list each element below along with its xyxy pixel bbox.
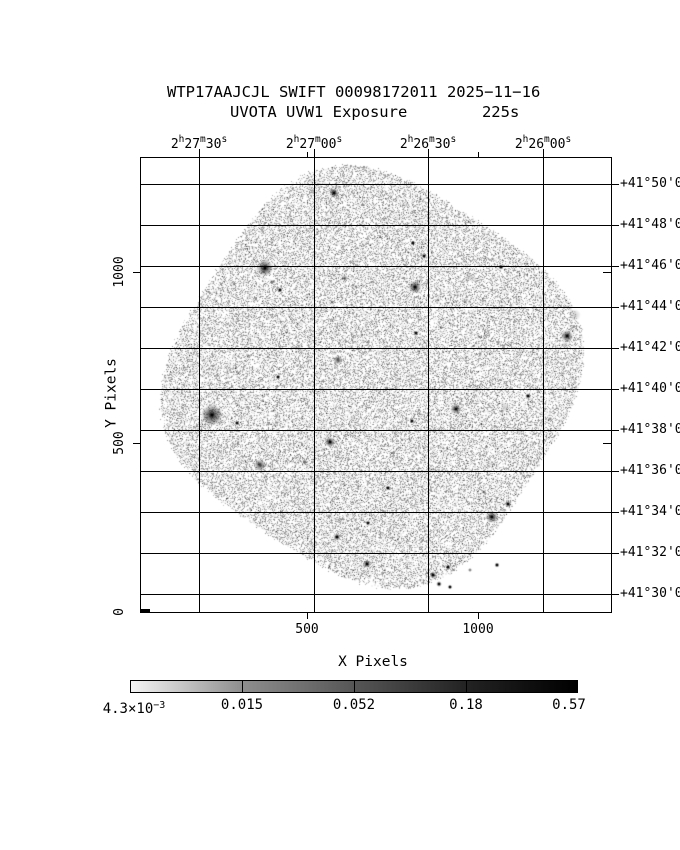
ra-tick-label: 2h26m00s: [515, 133, 571, 152]
dec-tick: [611, 184, 619, 185]
dec-tick: [611, 225, 619, 226]
ra-unit: m: [315, 134, 321, 145]
x-tick-label: 500: [295, 622, 319, 637]
ra-value: 00: [549, 137, 566, 152]
dec-tick: [611, 389, 619, 390]
dec-tick: [611, 471, 619, 472]
exposure-image: [141, 158, 611, 612]
ra-tick: [199, 149, 200, 157]
ra-tick: [428, 149, 429, 157]
dec-tick: [611, 266, 619, 267]
dec-tick-label: +41°40'0: [620, 381, 680, 396]
dec-tick-label: +41°44'0: [620, 299, 680, 314]
x-axis-title: X Pixels: [338, 654, 408, 670]
colorbar-value: 0.052: [332, 697, 376, 713]
colorbar-value: 0.57: [552, 697, 586, 713]
dec-tick-label: +41°38'0: [620, 422, 680, 437]
ra-tick-label: 2h26m30s: [400, 133, 456, 152]
ra-value: 2: [170, 137, 179, 152]
y-tick: [133, 443, 140, 444]
colorbar-value: 4.3×10: [102, 701, 154, 717]
ra-unit: h: [522, 134, 529, 145]
plot-subtitle: UVOTA UVW1 Exposure 225s: [230, 103, 520, 121]
plot-title: WTP17AAJCJL SWIFT 00098172011 2025−11−16: [167, 83, 541, 101]
dec-tick: [611, 512, 619, 513]
ra-value: 30: [434, 137, 451, 152]
dec-tick-label: +41°48'0: [620, 217, 680, 232]
ra-unit: m: [429, 134, 435, 145]
ra-value: 27: [184, 137, 201, 152]
dec-tick: [611, 594, 619, 595]
colorbar-exponent: −3: [153, 700, 166, 711]
dec-tick: [611, 553, 619, 554]
colorbar-label: 0.052: [333, 698, 375, 713]
ra-unit: h: [293, 134, 300, 145]
ra-unit: h: [178, 134, 185, 145]
dec-tick-label: +41°30'0: [620, 586, 680, 601]
y-tick-label: 0: [112, 608, 127, 616]
y-tick: [133, 272, 140, 273]
dec-tick: [611, 430, 619, 431]
ra-unit: m: [544, 134, 550, 145]
colorbar-label: 0.18: [449, 698, 483, 713]
ra-unit: s: [450, 134, 457, 145]
colorbar-label: 4.3×10−3: [103, 698, 166, 717]
y-tick-label: 1000: [112, 256, 127, 288]
dec-tick: [611, 348, 619, 349]
colorbar-value: 0.015: [220, 697, 264, 713]
ra-unit: s: [565, 134, 572, 145]
dec-tick-label: +41°32'0: [620, 545, 680, 560]
ra-tick: [543, 149, 544, 157]
ra-value: 30: [205, 137, 222, 152]
ra-value: 27: [299, 137, 316, 152]
dec-tick: [611, 307, 619, 308]
colorbar-label: 0.015: [221, 698, 263, 713]
y-axis-title: Y Pixels: [103, 358, 120, 428]
ra-unit: s: [336, 134, 343, 145]
ra-unit: s: [221, 134, 228, 145]
y-tick-label: 500: [112, 431, 127, 455]
ra-unit: m: [200, 134, 206, 145]
ra-value: 2: [514, 137, 523, 152]
ra-tick-label: 2h27m00s: [286, 133, 342, 152]
x-tick-label: 1000: [462, 622, 494, 637]
ra-unit: h: [407, 134, 414, 145]
x-tick: [307, 613, 308, 619]
colorbar: [130, 680, 578, 693]
ra-value: 26: [413, 137, 430, 152]
colorbar-label: 0.57: [552, 698, 586, 713]
dec-tick-label: +41°50'0: [620, 176, 680, 191]
ra-tick: [314, 149, 315, 157]
dec-tick-label: +41°42'0: [620, 340, 680, 355]
ra-value: 26: [528, 137, 545, 152]
ra-tick-label: 2h27m30s: [171, 133, 227, 152]
ra-value: 2: [285, 137, 294, 152]
plot-frame: [140, 157, 612, 613]
dec-tick-label: +41°34'0: [620, 504, 680, 519]
ra-value: 00: [320, 137, 337, 152]
dec-tick-label: +41°46'0: [620, 258, 680, 273]
colorbar-value: 0.18: [449, 697, 483, 713]
dec-tick-label: +41°36'0: [620, 463, 680, 478]
x-tick: [478, 613, 479, 619]
ra-value: 2: [399, 137, 408, 152]
